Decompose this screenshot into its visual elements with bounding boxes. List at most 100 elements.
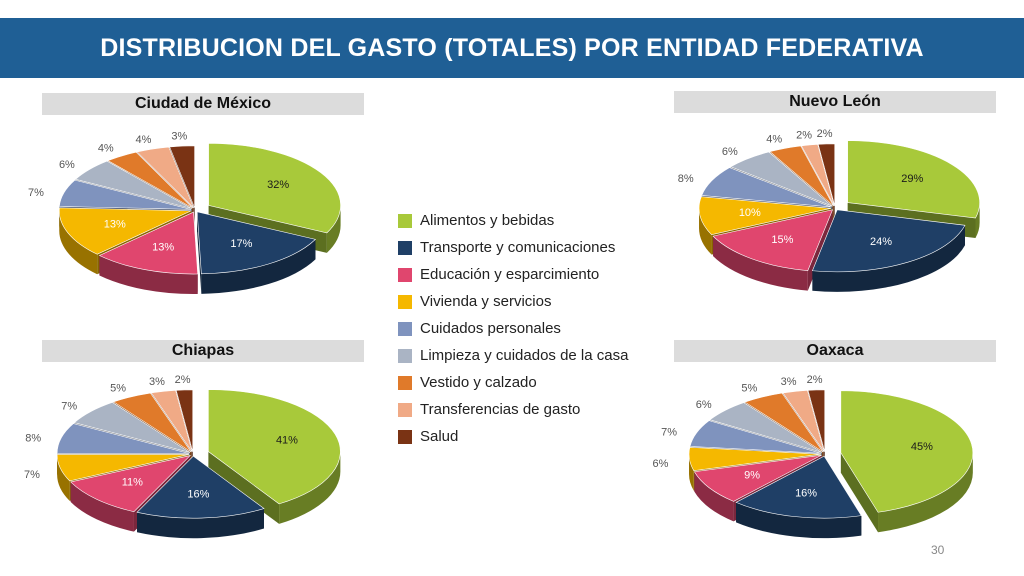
pie-slice-wall <box>208 451 280 524</box>
pie-slice <box>693 454 822 502</box>
pie-slice <box>70 455 192 512</box>
pie-data-label: 8% <box>25 433 41 445</box>
pie-slice <box>136 146 195 209</box>
pie-slice <box>175 389 194 452</box>
pie-slice <box>112 392 192 453</box>
chart-title-cdmx: Ciudad de México <box>42 93 364 115</box>
legend-label: Vestido y calzado <box>420 374 537 391</box>
pie-slice-side <box>57 454 70 501</box>
pie-slice <box>58 179 192 210</box>
pie-data-label: 7% <box>28 187 44 199</box>
legend-swatch <box>398 294 412 309</box>
legend-item: Transferencias de gasto <box>398 396 628 423</box>
legend-item: Vivienda y servicios <box>398 288 628 315</box>
pie-data-label: 6% <box>696 399 712 411</box>
pie-slice <box>811 209 966 273</box>
pie-slice-side <box>99 255 198 295</box>
pie-data-label: 3% <box>171 130 187 142</box>
pie-slice <box>840 390 974 513</box>
pie-slice <box>169 145 195 208</box>
pie-slice <box>817 143 836 206</box>
page-number: 30 <box>931 543 945 557</box>
pie-data-label: 6% <box>59 159 75 171</box>
pie-data-label: 41% <box>276 435 298 447</box>
pie-data-label: 13% <box>152 242 174 254</box>
legend-label: Salud <box>420 428 459 445</box>
legend-swatch <box>398 267 412 282</box>
pie-slice <box>208 389 341 505</box>
pie-slice <box>709 402 823 453</box>
legend-label: Alimentos y bebidas <box>420 212 555 229</box>
pie-data-label: 7% <box>661 426 677 438</box>
pie-data-label: 4% <box>136 134 152 146</box>
pie-slice-side <box>279 451 341 524</box>
pie-data-label: 11% <box>122 477 143 489</box>
pie-data-label: 16% <box>795 488 817 500</box>
pie-slice <box>701 167 832 208</box>
pie-chart-chiapas: 41% 16% 11% 7% 8% 7% 5% 3% 2% <box>24 374 341 539</box>
pie-slice <box>58 207 192 255</box>
legend-swatch <box>398 321 412 336</box>
pie-slice <box>698 196 832 236</box>
pie-slice-side <box>59 210 98 275</box>
pie-data-label: 2% <box>807 374 823 386</box>
pie-slice <box>56 454 190 482</box>
pie-data-label: 9% <box>744 469 760 481</box>
pie-slice-side <box>713 236 808 291</box>
pie-data-label: 3% <box>149 376 165 388</box>
legend-item: Alimentos y bebidas <box>398 207 628 234</box>
pie-slice-side <box>812 225 965 292</box>
pie-data-label: 2% <box>175 374 191 386</box>
pie-slice-side <box>736 502 862 539</box>
legend-swatch <box>398 213 412 228</box>
legend-item: Transporte y comunicaciones <box>398 234 628 261</box>
pie-data-label: 4% <box>98 142 114 154</box>
pie-data-label: 24% <box>870 236 892 248</box>
pie-slice-wall <box>840 452 879 533</box>
legend-item: Cuidados personales <box>398 315 628 342</box>
legend-item: Educación y esparcimiento <box>398 261 628 288</box>
pie-data-label: 5% <box>741 383 757 395</box>
pie-chart-oaxaca: 45% 16% 9% 6% 7% 6% 5% 3% 2% <box>653 374 974 539</box>
legend-swatch <box>398 348 412 363</box>
pie-data-label: 16% <box>187 488 209 500</box>
pie-slice <box>689 420 822 454</box>
pie-data-label: 5% <box>110 383 126 395</box>
pie-data-label: 6% <box>722 146 738 158</box>
pie-slice-wall <box>197 211 202 294</box>
pie-data-label: 6% <box>653 458 669 470</box>
pie-data-label: 7% <box>24 469 40 481</box>
pie-data-label: 15% <box>771 234 793 246</box>
legend-label: Transferencias de gasto <box>420 401 581 418</box>
pie-data-label: 2% <box>817 128 833 140</box>
pie-data-label: 4% <box>766 134 782 146</box>
pie-data-label: 29% <box>901 173 923 185</box>
pie-slice-side <box>699 208 712 255</box>
chart-title-nuevo-leon: Nuevo León <box>674 91 996 113</box>
legend-label: Limpieza y cuidados de la casa <box>420 347 629 364</box>
pie-slice <box>769 145 834 207</box>
legend-label: Cuidados personales <box>420 320 561 337</box>
title-bar: DISTRIBUCION DEL GASTO (TOTALES) POR ENT… <box>0 18 1024 78</box>
pie-slice-side <box>878 452 973 533</box>
pie-slice <box>744 392 824 453</box>
pie-slice <box>807 389 826 452</box>
legend-item: Vestido y calzado <box>398 369 628 396</box>
legend: Alimentos y bebidas Transporte y comunica… <box>398 207 628 450</box>
legend-swatch <box>398 240 412 255</box>
pie-slice <box>735 455 862 519</box>
legend-swatch <box>398 375 412 390</box>
legend-swatch <box>398 429 412 444</box>
pie-data-label: 8% <box>678 173 694 185</box>
pie-slice-side <box>201 239 316 294</box>
pie-data-label: 45% <box>911 441 933 453</box>
legend-item: Limpieza y cuidados de la casa <box>398 342 628 369</box>
pie-slice <box>782 390 825 453</box>
pie-slice <box>107 151 194 209</box>
pie-slice <box>730 151 833 207</box>
pie-data-label: 10% <box>739 207 761 219</box>
pie-slice <box>196 211 317 275</box>
pie-slice <box>136 455 265 519</box>
pie-slice <box>74 160 193 209</box>
pie-data-label: 13% <box>104 218 126 230</box>
